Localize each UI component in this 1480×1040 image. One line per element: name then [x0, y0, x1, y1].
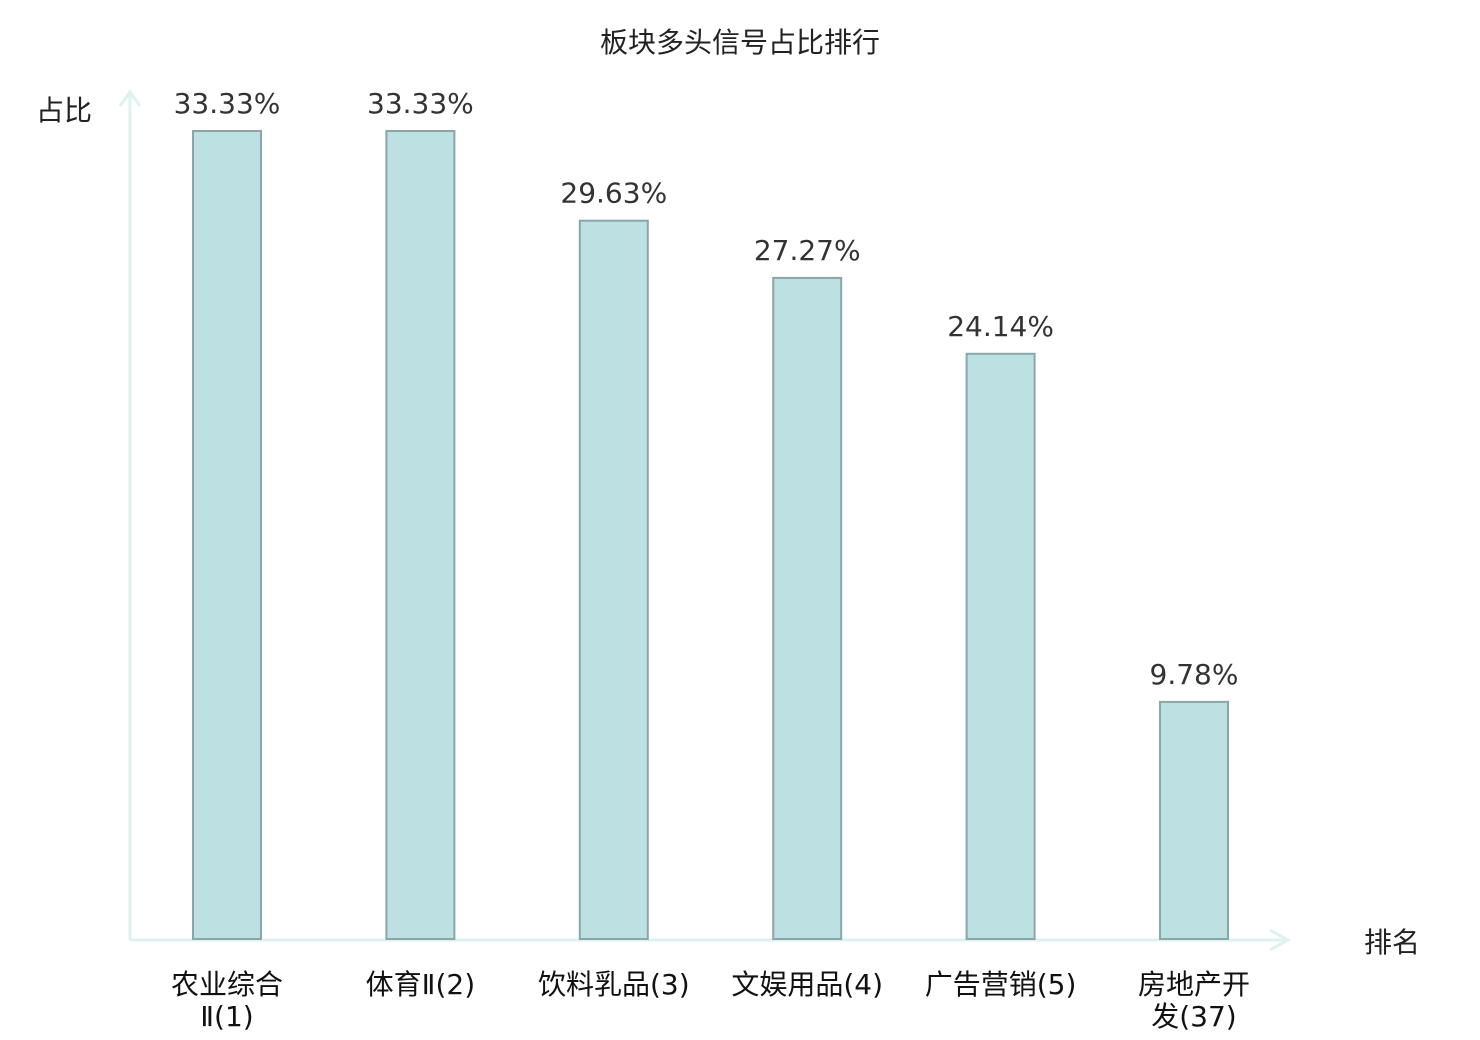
x-axis-arrow — [1269, 928, 1292, 952]
category-label: 体育Ⅱ(2) — [366, 968, 475, 1001]
chart-title: 板块多头信号占比排行 — [600, 26, 880, 59]
value-label: 9.78% — [1150, 658, 1239, 691]
category-label: 发(37) — [1151, 1000, 1236, 1033]
category-label: 农业综合 — [171, 968, 283, 1001]
value-labels-group: 33.33% 33.33% 29.63% 27.27% 24.14% 9.78% — [174, 87, 1239, 691]
category-label: Ⅱ(1) — [200, 1000, 253, 1033]
value-label: 33.33% — [174, 87, 281, 120]
bar — [385, 130, 456, 940]
bar — [772, 276, 843, 940]
value-label: 33.33% — [367, 87, 474, 120]
value-label: 24.14% — [947, 310, 1054, 343]
category-label: 文娱用品(4) — [731, 968, 883, 1001]
value-label: 29.63% — [560, 177, 667, 210]
bar — [192, 130, 262, 940]
category-label: 饮料乳品(3) — [538, 968, 690, 1001]
y-axis-arrow — [118, 89, 142, 107]
bar — [1159, 700, 1229, 941]
bars-group — [192, 130, 1229, 941]
bar — [578, 219, 649, 941]
x-axis-label: 排名 — [1364, 926, 1420, 959]
category-label: 广告营销(5) — [925, 968, 1077, 1001]
category-label: 房地产开 — [1138, 968, 1250, 1001]
value-label: 27.27% — [754, 234, 861, 267]
y-axis-label: 占比 — [36, 94, 92, 127]
bar — [965, 352, 1036, 940]
